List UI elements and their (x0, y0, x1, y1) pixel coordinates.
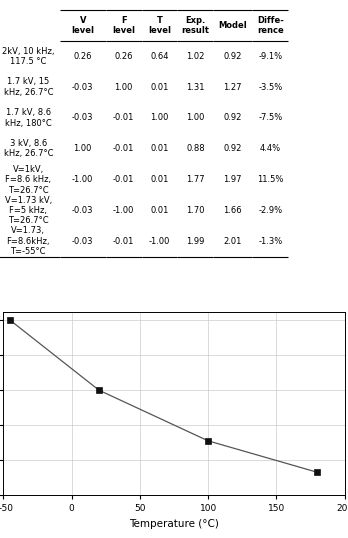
X-axis label: Temperature (°C): Temperature (°C) (129, 519, 219, 528)
